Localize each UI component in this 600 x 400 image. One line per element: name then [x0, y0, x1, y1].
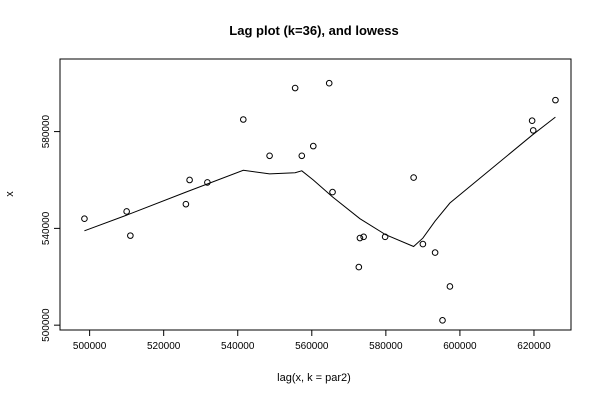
data-point — [182, 200, 190, 208]
x-tick-label: 600000 — [443, 341, 477, 352]
data-point — [439, 317, 446, 324]
y-tick-label: 500000 — [41, 308, 52, 342]
data-point — [381, 233, 389, 241]
data-point — [410, 174, 417, 181]
data-point — [325, 79, 333, 87]
data-point — [81, 215, 88, 222]
data-point — [552, 96, 559, 104]
y-axis-label: x — [4, 191, 16, 197]
data-point — [298, 152, 306, 160]
x-tick-label: 500000 — [73, 341, 107, 352]
plot-frame — [59, 58, 572, 331]
scatter-points — [81, 79, 559, 324]
x-axis-label: lag(x, k = par2) — [277, 372, 351, 384]
x-tick-label: 520000 — [147, 341, 181, 352]
x-tick-label: 580000 — [369, 341, 403, 352]
data-point — [291, 84, 299, 92]
y-tick-label: 580000 — [41, 114, 52, 148]
data-point — [239, 116, 247, 123]
chart-title: Lag plot (k=36), and lowess — [229, 23, 398, 38]
data-point — [419, 240, 427, 248]
data-point — [356, 234, 364, 242]
lowess-curve — [84, 116, 556, 248]
data-point — [355, 263, 363, 271]
data-point — [529, 127, 537, 134]
data-point — [360, 233, 367, 241]
data-point — [446, 283, 454, 290]
data-point — [431, 249, 439, 256]
x-tick-label: 620000 — [517, 341, 551, 352]
x-tick-label: 560000 — [295, 341, 329, 352]
x-axis: 500000 520000 540000 560000 580000 600000 6200… — [73, 330, 551, 352]
x-tick-label: 540000 — [221, 341, 255, 352]
data-point — [186, 176, 193, 184]
data-point — [309, 142, 317, 150]
y-axis: 500000 540000 580000 — [41, 114, 60, 342]
data-point — [127, 232, 134, 239]
y-tick-label: 540000 — [41, 211, 52, 245]
data-point — [528, 117, 536, 125]
data-point — [266, 152, 273, 160]
data-point — [329, 188, 336, 196]
data-point — [123, 208, 130, 215]
data-point — [204, 179, 211, 186]
